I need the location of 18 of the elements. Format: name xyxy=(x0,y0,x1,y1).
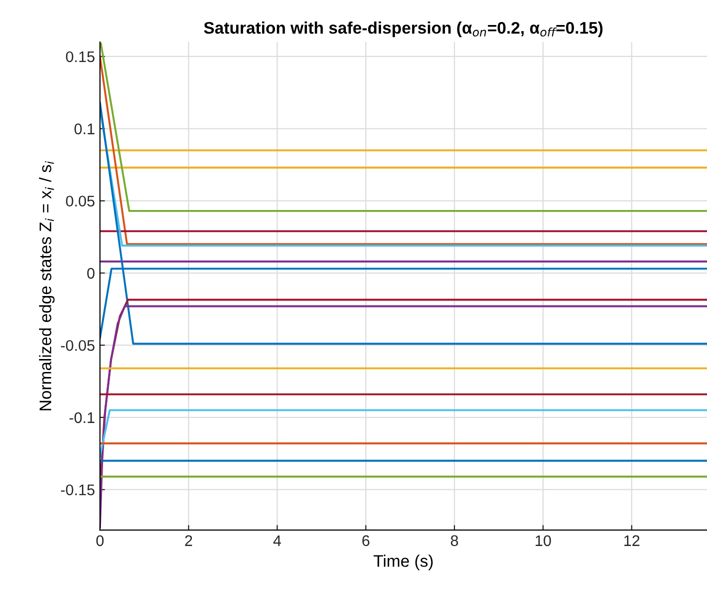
x-axis-title: Time (s) xyxy=(374,554,433,570)
y-tick-label: -0.1 xyxy=(69,412,94,424)
y-tick-label: 0.05 xyxy=(66,196,94,207)
y-tick-label: 0.15 xyxy=(66,51,94,62)
x-tick-label: 2 xyxy=(185,535,192,546)
y-tick-label: 0 xyxy=(87,268,95,279)
x-tick-label: 0 xyxy=(96,535,104,546)
x-tick-label: 6 xyxy=(362,535,370,546)
y-tick-label: 0.1 xyxy=(74,124,94,134)
y-axis-title: Normalized edge states Z$_{i}$ = x$_{i}$ / s$_{i}$ xyxy=(39,161,55,410)
x-tick-label: 4 xyxy=(273,535,282,546)
chart-title: Saturation with safe-dispersion (α$_{on}$=0.2, α$_{off}$=0.15) xyxy=(204,22,603,38)
x-tick-label: 12 xyxy=(624,535,640,546)
y-tick-label: -0.05 xyxy=(60,340,94,351)
line-series xyxy=(100,305,707,528)
y-tick-label: -0.15 xyxy=(60,484,94,496)
x-tick-label: 8 xyxy=(450,535,458,546)
x-tick-label: 10 xyxy=(536,535,551,546)
